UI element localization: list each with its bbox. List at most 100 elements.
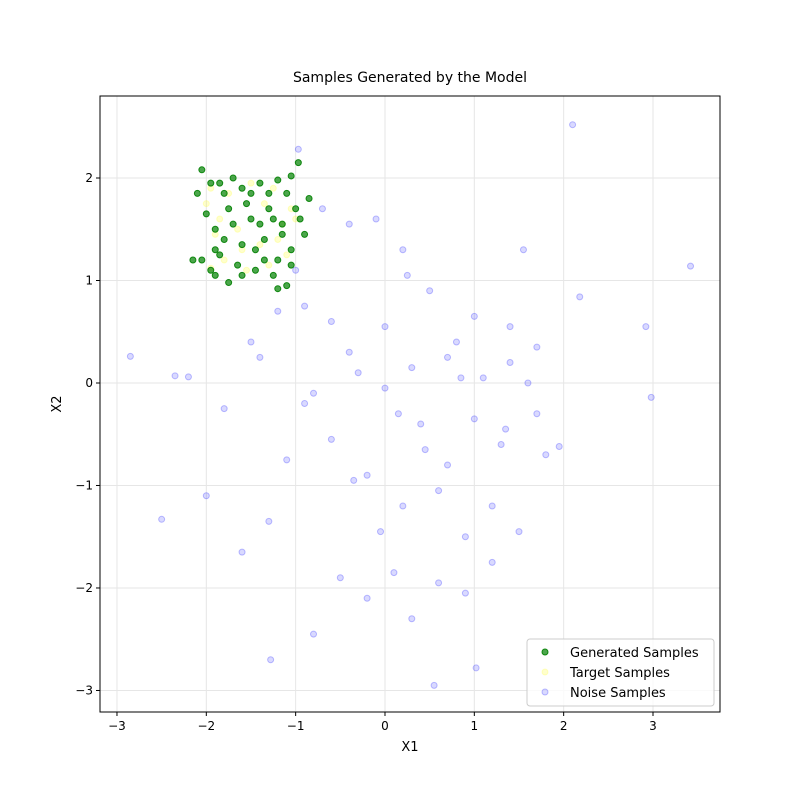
- plot-frame: [99, 95, 721, 713]
- point: [488, 558, 496, 566]
- point: [327, 435, 335, 443]
- point: [502, 425, 510, 433]
- point: [247, 189, 255, 197]
- point: [287, 172, 295, 180]
- point: [260, 235, 268, 243]
- x-tick-label: −1: [287, 719, 305, 733]
- point: [390, 569, 398, 577]
- point: [220, 405, 228, 413]
- legend-marker: [541, 668, 549, 676]
- point: [301, 230, 309, 238]
- point: [247, 338, 255, 346]
- point: [274, 285, 282, 293]
- point: [171, 372, 179, 380]
- point: [243, 266, 251, 274]
- x-tick-label: 1: [471, 719, 479, 733]
- x-tick-label: 0: [381, 719, 389, 733]
- point: [470, 415, 478, 423]
- point: [193, 189, 201, 197]
- y-tick-label: 0: [85, 376, 93, 390]
- point: [488, 502, 496, 510]
- point: [363, 471, 371, 479]
- point: [435, 579, 443, 587]
- y-tick-label: −3: [75, 683, 93, 697]
- point: [381, 323, 389, 331]
- legend-label: Target Samples: [569, 666, 670, 681]
- point: [363, 594, 371, 602]
- point: [283, 282, 291, 290]
- point: [394, 410, 402, 418]
- point: [189, 256, 197, 264]
- point: [642, 323, 650, 331]
- point: [274, 307, 282, 315]
- point: [305, 194, 313, 202]
- point: [417, 420, 425, 428]
- point: [421, 446, 429, 454]
- point: [461, 533, 469, 541]
- point: [256, 353, 264, 361]
- point: [238, 271, 246, 279]
- point: [207, 266, 215, 274]
- point: [283, 251, 291, 259]
- point: [430, 681, 438, 689]
- y-tick-label: 1: [85, 273, 93, 287]
- point: [506, 323, 514, 331]
- point: [345, 348, 353, 356]
- point: [269, 215, 277, 223]
- point: [350, 476, 358, 484]
- point: [292, 205, 300, 213]
- point: [687, 262, 695, 270]
- point: [519, 246, 527, 254]
- point: [202, 200, 210, 208]
- point: [211, 271, 219, 279]
- point: [278, 230, 286, 238]
- point: [265, 189, 273, 197]
- point: [542, 451, 550, 459]
- x-tick-label: −2: [197, 719, 215, 733]
- point: [247, 215, 255, 223]
- y-tick-label: 2: [85, 171, 93, 185]
- point: [229, 174, 237, 182]
- y-tick-label: −2: [75, 581, 93, 595]
- point: [555, 443, 563, 451]
- point: [515, 528, 523, 536]
- point: [457, 374, 465, 382]
- legend-box: [526, 638, 715, 707]
- point: [265, 205, 273, 213]
- x-axis-label: X1: [401, 740, 418, 755]
- point: [260, 200, 268, 208]
- point: [220, 256, 228, 264]
- point: [202, 210, 210, 218]
- point: [399, 246, 407, 254]
- point: [251, 246, 259, 254]
- point: [408, 364, 416, 372]
- point: [381, 384, 389, 392]
- point: [238, 548, 246, 556]
- point: [251, 266, 259, 274]
- point: [283, 456, 291, 464]
- point: [265, 517, 273, 525]
- point: [198, 166, 206, 174]
- point: [294, 145, 302, 153]
- x-tick-label: 2: [560, 719, 568, 733]
- x-tick-label: −3: [108, 719, 126, 733]
- y-tick-label: −1: [75, 478, 93, 492]
- point: [444, 353, 452, 361]
- point: [452, 338, 460, 346]
- point: [408, 615, 416, 623]
- point: [265, 261, 273, 269]
- point: [126, 352, 134, 360]
- point: [283, 189, 291, 197]
- point: [287, 246, 295, 254]
- point: [647, 393, 655, 401]
- point: [238, 184, 246, 192]
- point: [310, 389, 318, 397]
- point: [274, 176, 282, 184]
- point: [372, 215, 380, 223]
- point: [354, 369, 362, 377]
- point: [225, 279, 233, 287]
- point: [287, 261, 295, 269]
- point: [426, 287, 434, 295]
- point: [472, 664, 480, 672]
